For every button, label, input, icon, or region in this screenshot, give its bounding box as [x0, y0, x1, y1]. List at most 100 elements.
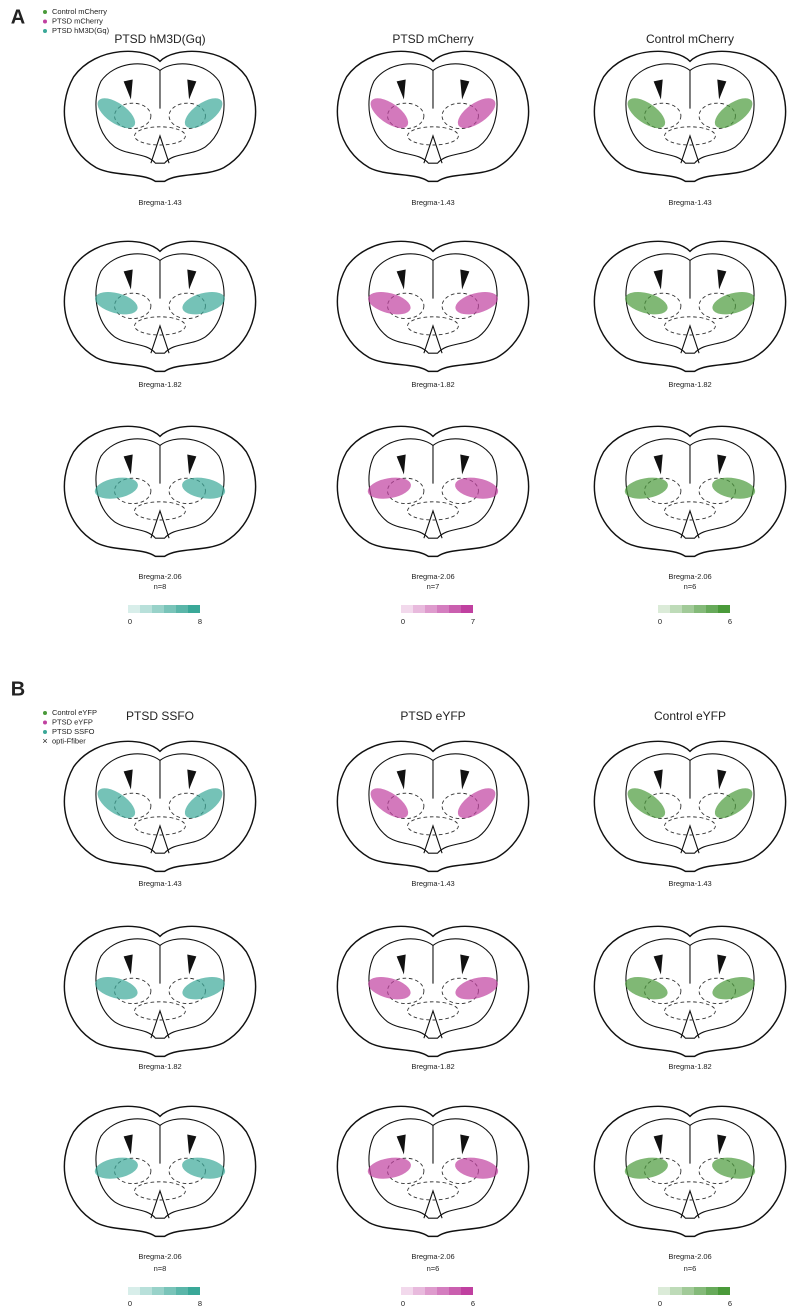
bregma-label: Bregma-1.82	[138, 1062, 181, 1071]
expression-area	[625, 976, 668, 1000]
expression-area	[712, 1157, 756, 1179]
outline	[336, 1105, 530, 1238]
brain-section	[63, 740, 257, 873]
colorbar-min: 0	[658, 617, 662, 626]
colorbar-segment	[658, 605, 670, 613]
outline	[336, 240, 530, 373]
inner-outline	[95, 63, 225, 164]
midline	[150, 260, 170, 354]
outline	[336, 50, 530, 183]
expression-area	[624, 477, 668, 499]
bregma-label: Bregma-1.82	[411, 380, 454, 389]
colorbar-segment	[461, 1287, 473, 1295]
bregma-label: Bregma-1.43	[138, 879, 181, 888]
dashed-region	[114, 477, 152, 505]
dashed-region	[644, 792, 682, 820]
midline	[150, 760, 170, 854]
inner-outline	[95, 753, 225, 854]
midline	[150, 1125, 170, 1219]
dashed-region	[664, 816, 716, 836]
dashed-region	[664, 126, 716, 146]
bregma-label: Bregma-1.43	[411, 198, 454, 207]
dashed-region	[114, 977, 152, 1005]
expression-area	[184, 98, 223, 129]
colorbar-segment	[164, 605, 176, 613]
colorbar-min: 0	[401, 1299, 405, 1308]
expression-area	[455, 1157, 499, 1179]
bregma-label: Bregma-2.06	[411, 572, 454, 581]
inner-outline	[95, 938, 225, 1039]
ventricle	[653, 1134, 727, 1155]
outline	[593, 740, 787, 873]
expression-area	[182, 291, 225, 315]
column-title: PTSD SSFO	[126, 709, 194, 723]
inner-outline	[625, 63, 755, 164]
outline	[336, 925, 530, 1058]
dashed-region	[387, 792, 425, 820]
dashed-region	[644, 292, 682, 320]
dashed-region	[387, 477, 425, 505]
expression-area	[182, 976, 225, 1000]
colorbar-segment	[694, 605, 706, 613]
legend-marker	[43, 711, 47, 715]
expression-area	[712, 291, 755, 315]
ventricle	[653, 954, 727, 975]
colorbar-segment	[718, 605, 730, 613]
outline	[336, 740, 530, 873]
bregma-label: Bregma-1.43	[668, 198, 711, 207]
dashed-region	[134, 126, 186, 146]
n-label: n=7	[427, 582, 440, 591]
inner-outline	[368, 1118, 498, 1219]
colorbar-segment	[413, 1287, 425, 1295]
n-label: n=6	[684, 582, 697, 591]
dashed-region	[134, 1001, 186, 1021]
bregma-label: Bregma-1.43	[138, 198, 181, 207]
dashed-region	[387, 292, 425, 320]
colorbar-segment	[449, 1287, 461, 1295]
expression-area	[624, 1157, 668, 1179]
expression-area	[368, 976, 411, 1000]
ventricle	[653, 769, 727, 790]
outline	[63, 925, 257, 1058]
colorbar-segment	[461, 605, 473, 613]
brain-section	[593, 425, 787, 558]
column-title: Control mCherry	[646, 32, 734, 46]
bregma-label: Bregma-1.82	[668, 380, 711, 389]
expression-area	[714, 788, 753, 819]
bregma-label: Bregma-1.82	[138, 380, 181, 389]
colorbar-min: 0	[401, 617, 405, 626]
dashed-region	[387, 977, 425, 1005]
outline	[63, 425, 257, 558]
colorbar-max: 6	[471, 1299, 475, 1308]
expression-area	[455, 477, 499, 499]
expression-area	[627, 98, 666, 129]
ventricle	[123, 769, 197, 790]
outline	[63, 1105, 257, 1238]
ventricle	[653, 269, 727, 290]
colorbar-max: 6	[728, 617, 732, 626]
legend-marker	[43, 720, 47, 725]
expression-area	[455, 291, 498, 315]
inner-outline	[95, 253, 225, 354]
colorbar-segment	[706, 1287, 718, 1295]
colorbar-segment	[188, 605, 200, 613]
dashed-region	[114, 292, 152, 320]
expression-area	[712, 976, 755, 1000]
dashed-region	[644, 477, 682, 505]
outline	[336, 425, 530, 558]
bregma-label: Bregma-2.06	[411, 1252, 454, 1261]
midline	[423, 760, 443, 854]
inner-outline	[368, 938, 498, 1039]
legend-marker	[43, 19, 47, 24]
midline	[680, 445, 700, 539]
outline	[63, 240, 257, 373]
ventricle	[653, 79, 727, 100]
inner-outline	[625, 1118, 755, 1219]
colorbar-segment	[401, 605, 413, 613]
expression-area	[370, 788, 409, 819]
midline	[423, 945, 443, 1039]
column-title: Control eYFP	[654, 709, 726, 723]
expression-area	[182, 1157, 226, 1179]
brain-section	[63, 1105, 257, 1238]
expression-area	[368, 291, 411, 315]
